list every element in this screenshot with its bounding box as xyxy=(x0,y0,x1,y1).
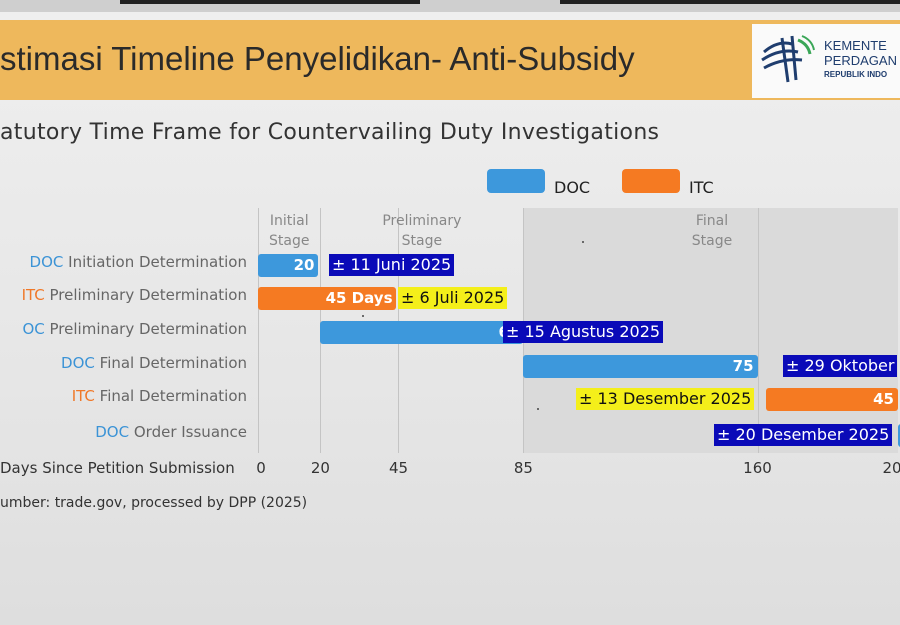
top-strip-dark-segment xyxy=(560,0,900,4)
slide-title: stimasi Timeline Penyelidikan- Anti-Subs… xyxy=(0,40,635,77)
row-label-text: Final Determination xyxy=(94,387,247,405)
row-label: DOC Final Determination xyxy=(61,354,247,372)
chart-dot xyxy=(582,241,584,243)
bar-value-label: 45 xyxy=(873,390,894,408)
row-label-org: DOC xyxy=(61,354,95,372)
row-label-text: Order Issuance xyxy=(129,423,247,441)
x-tick-label: 45 xyxy=(388,459,409,477)
chart-title: atutory Time Frame for Countervailing Du… xyxy=(0,120,660,145)
gridline xyxy=(258,208,259,453)
bar-value-label: 20 xyxy=(293,256,315,274)
legend-swatch-itc xyxy=(622,169,680,193)
stage-label-line: Final xyxy=(695,213,729,229)
legend-label-doc: DOC xyxy=(554,178,591,197)
legend-label-itc: ITC xyxy=(689,178,714,197)
bar-value-label: 45 Days xyxy=(325,289,393,307)
row-label-org: DOC xyxy=(95,423,130,441)
ministry-logo xyxy=(752,24,900,98)
row-label: OC Preliminary Determination xyxy=(22,320,247,338)
chart-dot xyxy=(537,408,539,410)
bar-doc xyxy=(320,321,524,344)
stage-label-line: Preliminary xyxy=(382,213,462,229)
row-label-org: ITC xyxy=(21,286,45,304)
x-tick-label: 0 xyxy=(256,459,266,477)
row-label: ITC Preliminary Determination xyxy=(22,286,247,304)
stage-label-line: Initial xyxy=(269,213,309,229)
source-note: umber: trade.gov, processed by DPP (2025… xyxy=(0,495,308,511)
logo-text-line-1: KEMENTE xyxy=(824,38,887,53)
gridline xyxy=(757,208,759,453)
x-tick-label: 85 xyxy=(513,459,533,477)
chart-dot xyxy=(362,315,364,317)
row-label-text: Preliminary Determination xyxy=(44,286,247,304)
logo-text-line-2: PERDAGAN xyxy=(824,53,897,68)
title-banner xyxy=(0,20,900,100)
ministry-logo-icon xyxy=(761,35,815,83)
bar-doc xyxy=(523,355,758,378)
row-label: DOC Initiation Determination xyxy=(30,253,247,271)
bar-value-label: 75 xyxy=(732,357,754,375)
date-annotation: ± 11 Juni 2025 xyxy=(329,254,455,276)
logo-text-line-3: REPUBLIK INDO xyxy=(824,70,888,79)
date-annotation: ± 20 Desember 2025 xyxy=(714,424,893,446)
row-label-text: Preliminary Determination xyxy=(44,320,247,338)
legend-swatch-doc xyxy=(487,169,545,193)
x-tick-label: 160 xyxy=(743,459,772,477)
bar-doc xyxy=(258,254,319,277)
stage-label-line: Stage xyxy=(401,233,443,249)
stage-label-initial-stage: Initial Stage xyxy=(229,211,349,251)
x-axis-label: Days Since Petition Submission xyxy=(0,459,235,477)
date-annotation: ± 29 Oktober xyxy=(783,355,898,377)
bar-itc xyxy=(765,388,898,411)
top-strip-dark-segment xyxy=(120,0,420,4)
stage-label-preliminary-stage: Preliminary Stage xyxy=(362,211,482,251)
date-annotation: ± 13 Desember 2025 xyxy=(576,388,755,410)
x-tick-label: 20 xyxy=(882,459,900,477)
row-label-org: OC xyxy=(22,320,45,338)
row-label-org: DOC xyxy=(29,253,64,271)
bar-doc xyxy=(898,424,900,447)
stage-label-line: Stage xyxy=(268,233,310,249)
stage-label-final-stage: Final Stage xyxy=(652,211,772,251)
row-label-org: ITC xyxy=(71,387,95,405)
date-annotation: ± 6 Juli 2025 xyxy=(398,287,508,309)
x-tick-label: 20 xyxy=(310,459,330,477)
row-label: ITC Final Determination xyxy=(72,387,247,405)
row-label-text: Initiation Determination xyxy=(63,253,247,271)
bar-itc xyxy=(258,287,397,310)
row-label: DOC Order Issuance xyxy=(95,423,247,441)
row-label-text: Final Determination xyxy=(94,354,247,372)
stage-label-line: Stage xyxy=(691,233,733,249)
date-annotation: ± 15 Agustus 2025 xyxy=(503,321,664,343)
